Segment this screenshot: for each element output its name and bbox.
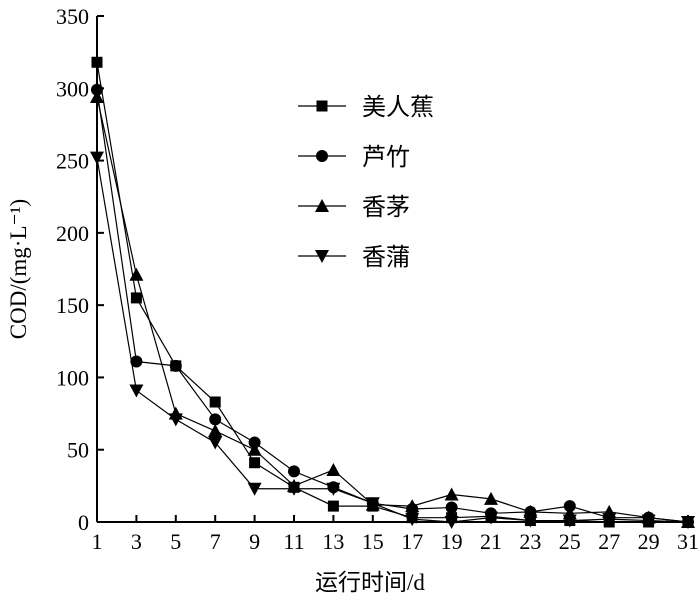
y-tick-label: 250 bbox=[56, 149, 89, 174]
data-point bbox=[405, 513, 420, 527]
series-triangle-down bbox=[90, 151, 695, 529]
x-tick-label: 9 bbox=[249, 529, 260, 554]
data-point bbox=[169, 359, 182, 372]
data-point bbox=[484, 511, 498, 525]
data-point bbox=[209, 413, 222, 426]
x-tick-label: 15 bbox=[362, 529, 384, 554]
x-tick-label: 29 bbox=[638, 529, 660, 554]
x-tick-label: 13 bbox=[322, 529, 344, 554]
x-tick-label: 1 bbox=[92, 529, 103, 554]
data-point bbox=[563, 500, 576, 513]
x-tick-label: 11 bbox=[283, 529, 304, 554]
legend-item: 芦竹 bbox=[298, 143, 410, 171]
data-point bbox=[209, 396, 221, 408]
data-point bbox=[247, 442, 262, 456]
data-point bbox=[129, 384, 144, 398]
data-point bbox=[247, 482, 262, 496]
legend-marker bbox=[316, 150, 328, 162]
y-tick-label: 300 bbox=[56, 76, 89, 101]
data-point bbox=[168, 413, 183, 427]
legend-label: 美人蕉 bbox=[362, 93, 434, 121]
data-point bbox=[444, 487, 459, 501]
y-ticks: 0 50 100 150 200 250 300 350 bbox=[56, 4, 104, 535]
x-tick-label: 21 bbox=[480, 529, 502, 554]
data-point bbox=[326, 482, 341, 496]
series-line bbox=[96, 89, 689, 523]
x-tick-label: 7 bbox=[210, 529, 221, 554]
series-line bbox=[96, 157, 689, 523]
y-tick-label: 50 bbox=[67, 438, 89, 463]
data-point bbox=[681, 516, 695, 529]
y-tick-label: 0 bbox=[78, 510, 89, 535]
data-point bbox=[327, 500, 339, 512]
series-group bbox=[90, 56, 695, 529]
data-point bbox=[641, 514, 656, 528]
data-point bbox=[129, 267, 144, 281]
x-tick-label: 3 bbox=[131, 529, 142, 554]
x-tick-label: 27 bbox=[598, 529, 620, 554]
data-point bbox=[208, 436, 223, 450]
data-point bbox=[326, 462, 341, 476]
data-point bbox=[405, 499, 420, 513]
y-axis-title: COD/(mg·L⁻¹) bbox=[6, 199, 31, 339]
y-tick-label: 150 bbox=[56, 293, 89, 318]
data-point bbox=[91, 56, 103, 68]
y-tick-label: 100 bbox=[56, 365, 89, 390]
legend-item: 香蒲 bbox=[298, 243, 410, 271]
data-point bbox=[130, 292, 142, 304]
x-tick-label: 5 bbox=[170, 529, 181, 554]
data-point bbox=[249, 457, 261, 469]
series-square bbox=[91, 56, 694, 528]
data-point bbox=[91, 83, 103, 96]
legend-label: 香茅 bbox=[362, 193, 410, 221]
legend-label: 香蒲 bbox=[362, 243, 410, 271]
data-point bbox=[130, 355, 143, 368]
y-tick-label: 200 bbox=[56, 221, 89, 246]
x-tick-label: 17 bbox=[401, 529, 423, 554]
data-point bbox=[287, 482, 301, 496]
y-tick-label: 350 bbox=[56, 4, 89, 29]
data-point bbox=[602, 513, 617, 527]
data-point bbox=[90, 89, 104, 103]
x-tick-label: 19 bbox=[441, 529, 463, 554]
x-axis-title: 运行时间/d bbox=[315, 570, 425, 595]
data-point bbox=[484, 491, 498, 505]
data-point bbox=[365, 497, 380, 511]
data-point bbox=[208, 423, 223, 437]
x-ticks: 1 3 5 7 9 11 13 15 17 19 21 23 25 27 29 31 bbox=[92, 515, 699, 554]
series-line bbox=[96, 96, 689, 523]
series-line bbox=[96, 62, 688, 523]
x-tick-label: 23 bbox=[519, 529, 541, 554]
x-tick-label: 31 bbox=[677, 529, 699, 554]
legend-marker bbox=[316, 100, 328, 112]
data-point bbox=[90, 151, 104, 165]
x-tick-label: 25 bbox=[559, 529, 581, 554]
legend-item: 香茅 bbox=[298, 193, 410, 221]
data-point bbox=[445, 501, 458, 514]
legend-item: 美人蕉 bbox=[298, 93, 434, 121]
data-point bbox=[248, 436, 261, 449]
data-point bbox=[444, 516, 459, 529]
legend-marker bbox=[315, 250, 329, 263]
data-point bbox=[288, 465, 300, 478]
legend-label: 芦竹 bbox=[362, 143, 410, 171]
legend-marker bbox=[315, 199, 329, 212]
data-point bbox=[523, 514, 538, 528]
data-point bbox=[562, 514, 577, 528]
